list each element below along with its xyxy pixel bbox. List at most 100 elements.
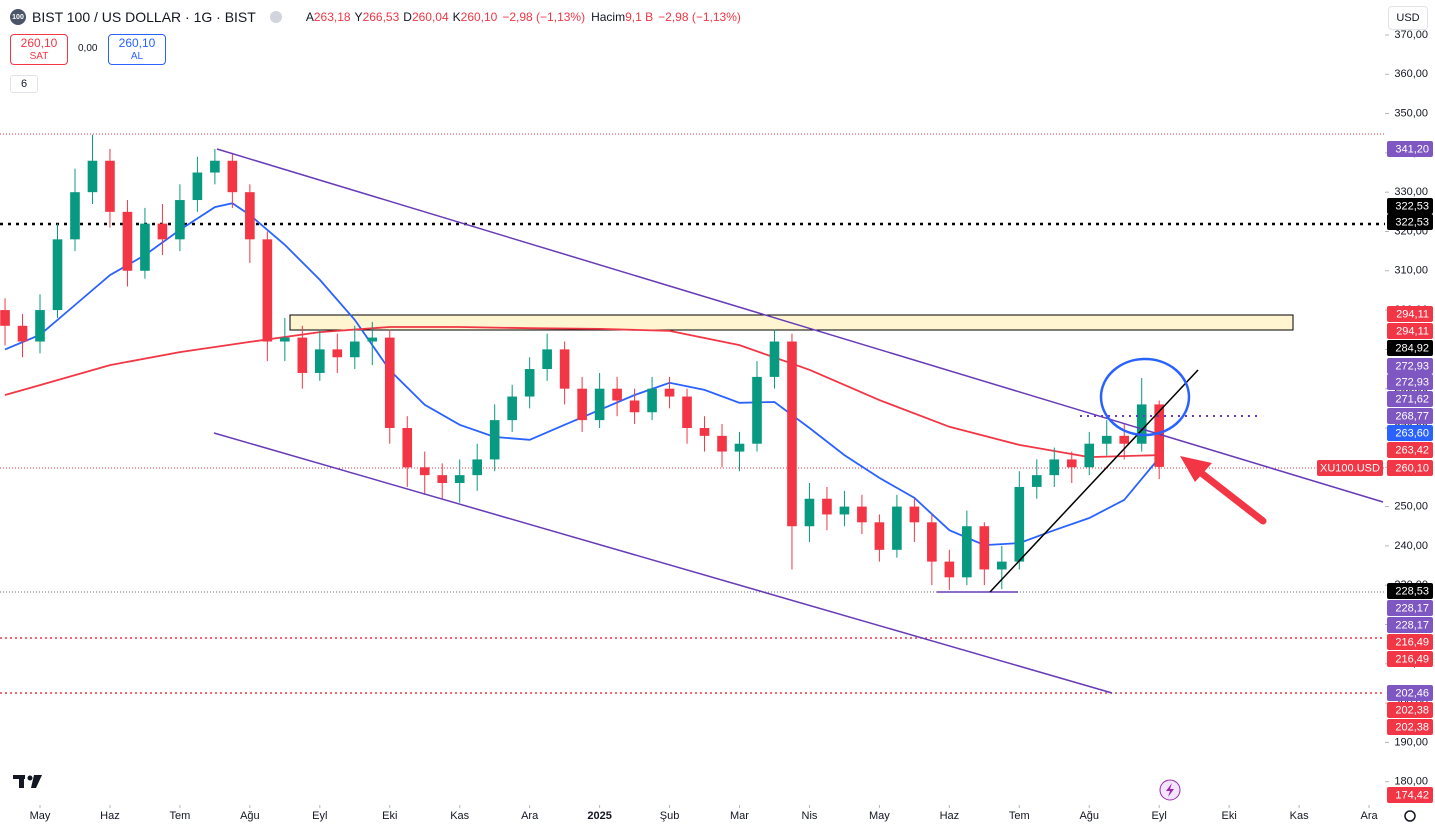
candle-body xyxy=(524,369,535,397)
candle-body xyxy=(594,388,605,421)
price-label: 202,38 xyxy=(1395,704,1429,716)
close-value: 260,10 xyxy=(460,10,498,24)
candle-body xyxy=(577,388,587,421)
price-label-bg xyxy=(1387,374,1433,390)
candle-body xyxy=(315,349,325,373)
symbol-label: XU100.USD xyxy=(1320,462,1380,474)
y-tick-label: 360,00 xyxy=(1394,68,1428,80)
x-tick-label: Eyl xyxy=(312,810,327,822)
candle-body xyxy=(699,427,710,436)
price-label-bg xyxy=(1387,141,1433,157)
y-tick-label: 190,00 xyxy=(1394,736,1428,748)
candle-body xyxy=(1136,404,1147,444)
low-value: 260,04 xyxy=(411,10,449,24)
price-label-bg xyxy=(1387,719,1433,735)
x-tick-label: Ara xyxy=(521,810,539,822)
indicators-count: 6 xyxy=(20,78,28,90)
currency: USD xyxy=(1396,12,1420,24)
price-label-bg xyxy=(1387,685,1433,701)
candle-body xyxy=(542,349,552,370)
candle-body xyxy=(909,506,920,523)
candle-body xyxy=(1066,459,1077,468)
x-tick-label: Ağu xyxy=(1079,810,1099,822)
price-label: 272,93 xyxy=(1395,360,1429,372)
price-label-bg xyxy=(1387,442,1433,458)
volume-change: −2,98 (−1,13%) xyxy=(658,10,741,24)
x-tick-label: Şub xyxy=(660,810,680,822)
y-tick-label: 350,00 xyxy=(1394,107,1428,119)
price-label-bg xyxy=(1387,425,1433,441)
candle-body xyxy=(0,310,10,326)
price-label-bg xyxy=(1387,198,1433,214)
price-label-bg xyxy=(1387,634,1433,650)
price-label: 216,49 xyxy=(1395,653,1429,665)
price-label-bg xyxy=(1387,358,1433,374)
candle-body xyxy=(367,337,378,342)
candle-body xyxy=(140,223,150,271)
x-tick-label: May xyxy=(30,810,51,822)
highlight-circle xyxy=(1099,357,1191,437)
price-label-bg xyxy=(1387,583,1433,599)
candle-body xyxy=(857,506,867,523)
x-tick-label: Kas xyxy=(1290,810,1309,822)
arrow-head xyxy=(1180,456,1212,482)
x-tick-label: Eyl xyxy=(1152,810,1167,822)
currency-select[interactable]: USD xyxy=(1388,6,1428,30)
y-tick-label: 310,00 xyxy=(1394,265,1428,277)
price-label: 294,11 xyxy=(1396,308,1429,320)
price-label-bg xyxy=(1387,323,1433,339)
price-label-bg xyxy=(1387,787,1433,803)
logo-part xyxy=(27,775,33,781)
price-label: 263,42 xyxy=(1395,444,1429,456)
candle-body xyxy=(892,506,902,550)
x-tick-label: May xyxy=(869,810,890,822)
sell-button[interactable]: 260,10 SAT xyxy=(10,34,68,65)
candle-body xyxy=(210,160,220,173)
settings-button[interactable] xyxy=(1404,810,1416,822)
y-tick-label: 240,00 xyxy=(1394,540,1428,552)
x-tick-label: Tem xyxy=(170,810,191,822)
candle-body xyxy=(52,239,63,311)
x-tick-label: Haz xyxy=(940,810,960,822)
price-label-bg xyxy=(1387,391,1433,407)
visibility-toggle[interactable] xyxy=(269,11,282,23)
arrow-shaft xyxy=(1196,468,1267,525)
candle-body xyxy=(419,467,430,476)
open-label: A xyxy=(305,10,314,24)
close-label: K xyxy=(452,10,461,24)
price-label-bg xyxy=(1387,340,1433,356)
x-tick-label: Tem xyxy=(1009,810,1030,822)
candle-body xyxy=(349,341,360,358)
candle-body xyxy=(944,561,955,578)
candle-body xyxy=(175,200,185,240)
price-label: 260,10 xyxy=(1395,462,1429,474)
channel-top xyxy=(216,148,1384,503)
candle-body xyxy=(559,349,570,389)
price-label: 228,17 xyxy=(1395,619,1429,631)
candle-body xyxy=(105,160,115,212)
price-label-bg xyxy=(1387,702,1433,718)
sell-label: SAT xyxy=(29,51,49,62)
lightning-icon xyxy=(1166,783,1174,797)
tv-logo xyxy=(13,775,42,788)
buy-label: AL xyxy=(130,51,144,62)
price-label: 341,20 xyxy=(1395,143,1429,155)
drawings-over xyxy=(213,148,1384,694)
candle-body xyxy=(507,396,517,421)
candle-body xyxy=(157,223,168,240)
candle-body xyxy=(437,475,448,484)
chart-title: BIST 100 / US DOLLAR · 1G · BIST xyxy=(32,9,256,25)
buy-button[interactable]: 260,10 AL xyxy=(108,34,166,65)
price-label: 174,42 xyxy=(1395,789,1429,801)
candle-body xyxy=(927,522,937,562)
price-label: 202,46 xyxy=(1395,687,1429,699)
candle-body xyxy=(454,475,465,484)
candle-body xyxy=(1119,435,1130,444)
indicators-toggle[interactable]: 6 xyxy=(10,75,38,93)
price-label-bg xyxy=(1387,600,1433,616)
price-label-bg xyxy=(1387,460,1433,476)
sell-price: 260,10 xyxy=(20,36,58,50)
price-label: 272,93 xyxy=(1395,376,1429,388)
